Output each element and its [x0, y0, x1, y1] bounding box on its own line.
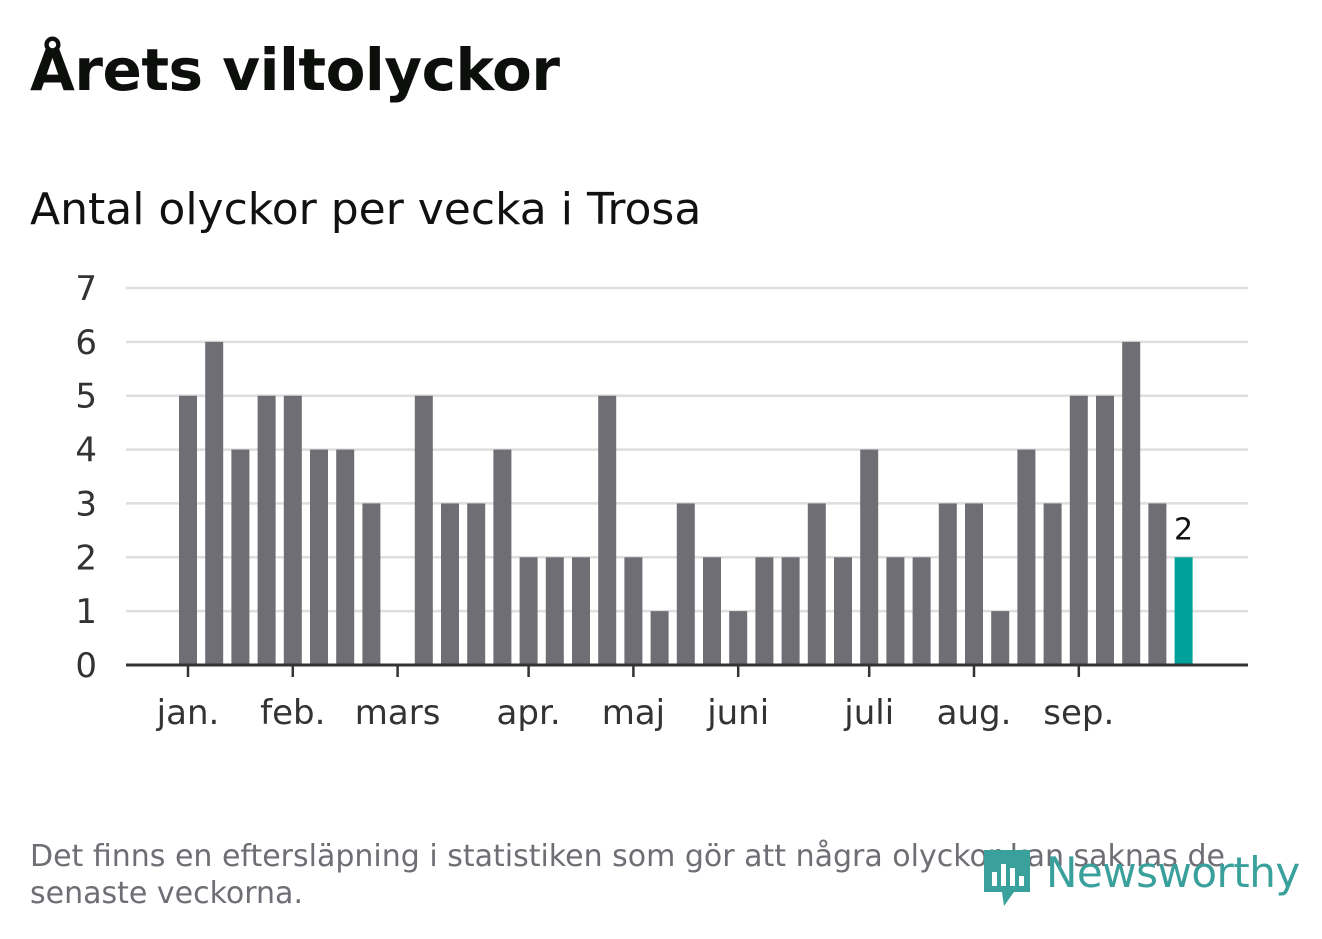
y-tick-label: 0	[75, 646, 97, 686]
x-tick-label: sep.	[1043, 693, 1114, 733]
bar	[545, 557, 564, 665]
bars	[179, 341, 1193, 665]
bar	[965, 503, 983, 665]
bar	[572, 557, 590, 665]
bar	[1017, 449, 1036, 665]
bar	[755, 557, 774, 665]
bar	[1148, 503, 1167, 665]
x-tick-label: maj	[602, 693, 665, 733]
bar	[598, 395, 617, 665]
bar	[650, 611, 669, 665]
x-tick-label: apr.	[497, 693, 561, 733]
x-tick-label: jan.	[156, 693, 220, 733]
y-tick-label: 1	[75, 592, 97, 632]
x-tick-label: juli	[843, 693, 894, 733]
bar	[493, 449, 512, 665]
y-tick-label: 2	[75, 538, 97, 578]
x-axis-ticks	[186, 665, 1081, 677]
bar	[703, 557, 721, 665]
bar	[1096, 395, 1114, 665]
chart-title: Årets viltolyckor	[30, 36, 560, 104]
bar	[283, 395, 302, 665]
x-tick-label: feb.	[260, 693, 325, 733]
x-axis-tick-labels: jan. feb. mars apr. maj juni juli aug. sep.	[156, 693, 1115, 733]
data-label: 2	[1174, 512, 1193, 547]
bar	[362, 503, 381, 665]
bar	[179, 395, 197, 665]
bar	[467, 503, 486, 665]
chart-subtitle: Antal olyckor per vecka i Trosa	[30, 184, 702, 235]
bar	[624, 557, 643, 665]
bar	[938, 503, 957, 665]
newsworthy-logo: Newsworthy	[980, 846, 1300, 912]
bar	[912, 557, 931, 665]
y-tick-label: 5	[75, 377, 97, 417]
bar	[729, 611, 748, 665]
bar	[1122, 341, 1141, 665]
bar-chart: 0 1 2 3 4 5 6 7 jan. feb. mars apr. maj juni juli aug.…	[75, 269, 1248, 733]
y-tick-label: 7	[75, 269, 97, 309]
bar	[414, 395, 433, 665]
x-tick-label: mars	[355, 693, 441, 733]
y-tick-label: 3	[75, 484, 97, 524]
bar	[781, 557, 800, 665]
bar	[1069, 395, 1088, 665]
bar	[205, 341, 224, 665]
newsworthy-logo-icon	[984, 850, 1030, 906]
newsworthy-logo-text: Newsworthy	[1046, 848, 1300, 897]
bar	[310, 449, 328, 665]
bar	[441, 503, 459, 665]
bar	[860, 449, 879, 665]
bar	[519, 557, 538, 665]
bar	[676, 503, 695, 665]
bar	[257, 395, 276, 665]
x-tick-label: aug.	[937, 693, 1012, 733]
data-labels: 2	[1174, 512, 1193, 547]
bar	[991, 611, 1010, 665]
y-tick-label: 4	[75, 431, 97, 471]
bar	[1043, 503, 1062, 665]
bar	[886, 557, 905, 665]
x-tick-label: juni	[706, 693, 769, 733]
bar	[336, 449, 355, 665]
bar	[1174, 557, 1193, 665]
bar	[834, 557, 852, 665]
bar	[807, 503, 826, 665]
y-tick-label: 6	[75, 323, 97, 363]
y-axis-tick-labels: 0 1 2 3 4 5 6 7	[75, 269, 97, 686]
bar	[231, 449, 250, 665]
